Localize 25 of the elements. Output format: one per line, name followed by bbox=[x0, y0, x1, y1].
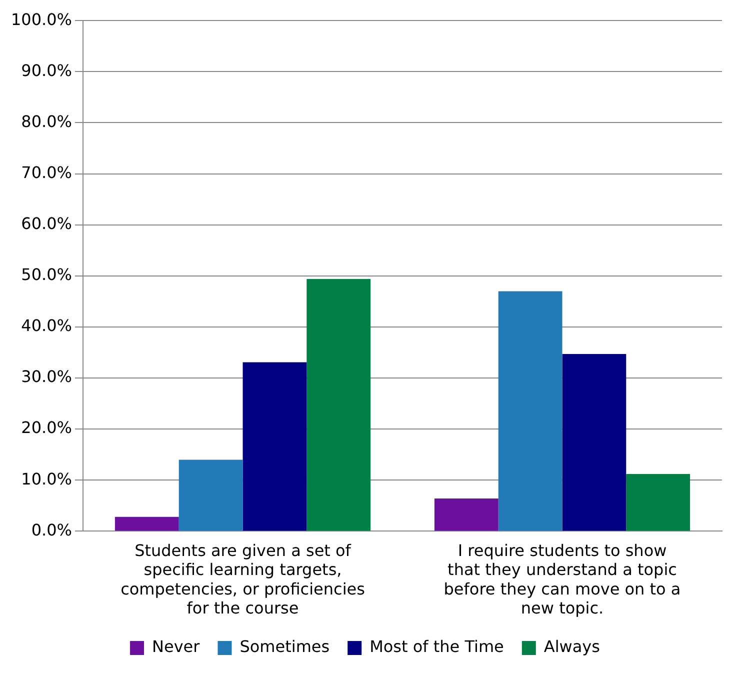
legend-label: Always bbox=[544, 637, 600, 656]
x-tick-label: Students are given a set of specific learning targets, competencies, or proficiencies for the course bbox=[120, 540, 365, 618]
y-tick-label: 90.0% bbox=[21, 60, 72, 80]
y-tick-label: 50.0% bbox=[21, 265, 72, 284]
y-tick-label: 20.0% bbox=[21, 418, 72, 438]
y-tick-label: 80.0% bbox=[21, 112, 72, 131]
bar bbox=[498, 291, 562, 531]
y-tick-label: 100.0% bbox=[10, 10, 72, 29]
legend-label: Never bbox=[152, 637, 200, 656]
bar bbox=[434, 498, 498, 531]
bar bbox=[114, 516, 179, 531]
y-tick-label: 70.0% bbox=[21, 162, 72, 182]
legend-label: Most of the Time bbox=[370, 637, 504, 656]
y-tick-label: 0.0% bbox=[31, 520, 72, 540]
x-tick-label: I require students to show that they understand a topic before they can move on to a new topic. bbox=[444, 540, 681, 618]
bar bbox=[178, 460, 243, 531]
bar bbox=[306, 278, 371, 531]
bar bbox=[562, 354, 626, 531]
y-tick-label: 30.0% bbox=[21, 367, 72, 386]
bar bbox=[242, 362, 307, 531]
legend-label: Sometimes bbox=[240, 637, 330, 656]
y-tick-label: 60.0% bbox=[21, 214, 72, 233]
y-tick-label: 10.0% bbox=[21, 469, 72, 488]
y-tick-label: 40.0% bbox=[21, 316, 72, 336]
bar bbox=[626, 474, 690, 531]
